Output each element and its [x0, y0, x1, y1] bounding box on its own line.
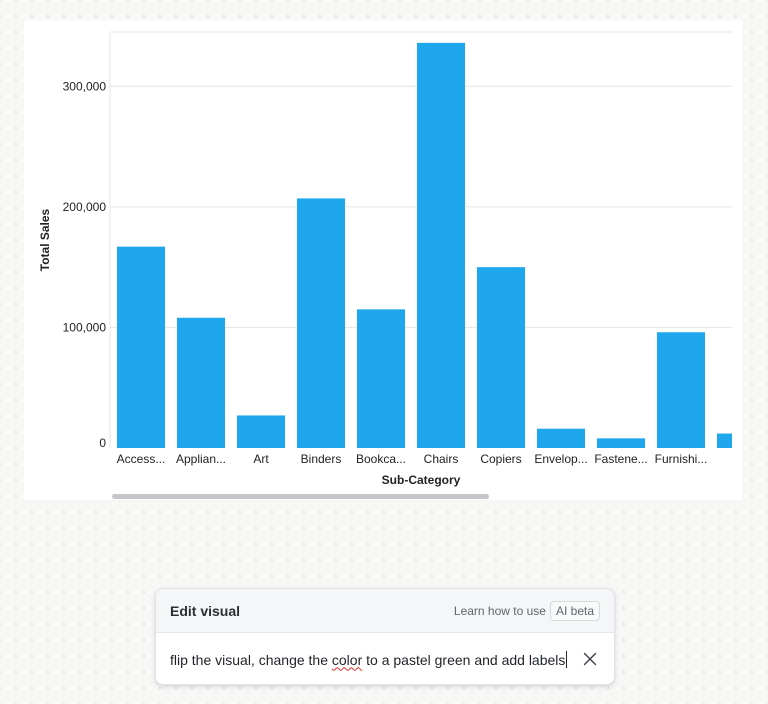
- chart-card: 0 100,000 200,000 300,000 Access... Applian..…: [24, 20, 742, 500]
- x-tick-label: Bookca...: [356, 452, 406, 466]
- panel-header: Edit visual Learn how to use AI beta: [156, 589, 614, 633]
- x-tick-label: Chairs: [424, 452, 459, 466]
- y-tick-label: 300,000: [63, 79, 107, 93]
- bar[interactable]: [717, 433, 742, 448]
- ai-beta-badge: AI beta: [549, 600, 600, 621]
- x-tick-label: Access...: [117, 452, 166, 466]
- y-tick-label: 0: [99, 436, 106, 450]
- y-tick-label: 100,000: [63, 320, 107, 334]
- x-tick-label: Fastene...: [594, 452, 647, 466]
- text-caret: [566, 650, 568, 668]
- panel-title: Edit visual: [170, 602, 241, 619]
- bar-chart: 0 100,000 200,000 300,000 Access... Applian..…: [38, 31, 742, 487]
- panel-body: flip the visual, change the color to a p…: [156, 633, 614, 684]
- bar[interactable]: [357, 309, 405, 448]
- close-icon: [583, 652, 597, 666]
- bar[interactable]: [237, 415, 285, 448]
- bar[interactable]: [117, 246, 165, 448]
- horizontal-scrollbar[interactable]: [112, 494, 489, 499]
- x-tick-label: La: [734, 452, 742, 466]
- x-axis-title: Sub-Category: [382, 473, 461, 487]
- bar[interactable]: [177, 317, 225, 448]
- bar[interactable]: [597, 438, 645, 448]
- learn-how-to-use-link[interactable]: Learn how to use: [453, 603, 546, 618]
- y-tick-label: 200,000: [63, 200, 107, 214]
- prompt-input[interactable]: flip the visual, change the color to a p…: [170, 650, 580, 668]
- prompt-text-start: flip the visual, change the: [170, 651, 332, 668]
- bar[interactable]: [297, 198, 345, 448]
- prompt-text-end: to a pastel green and add labels: [362, 651, 566, 668]
- x-tick-label: Art: [253, 452, 269, 466]
- bars-group: Access... Applian... Art Binders Bookca... Ch…: [117, 42, 742, 466]
- x-tick-label: Envelop...: [534, 452, 587, 466]
- x-tick-label: Furnishi...: [655, 452, 708, 466]
- x-tick-label: Copiers: [480, 452, 521, 466]
- bar[interactable]: [657, 332, 705, 448]
- edit-visual-panel: Edit visual Learn how to use AI beta fli…: [155, 588, 615, 685]
- bar[interactable]: [477, 267, 525, 448]
- bar[interactable]: [537, 428, 585, 448]
- bar[interactable]: [417, 42, 465, 448]
- x-tick-label: Applian...: [176, 452, 226, 466]
- y-axis-title: Total Sales: [38, 208, 52, 271]
- close-button[interactable]: [580, 649, 600, 669]
- x-tick-label: Binders: [301, 452, 342, 466]
- prompt-text-misspelled-word: color: [331, 651, 363, 668]
